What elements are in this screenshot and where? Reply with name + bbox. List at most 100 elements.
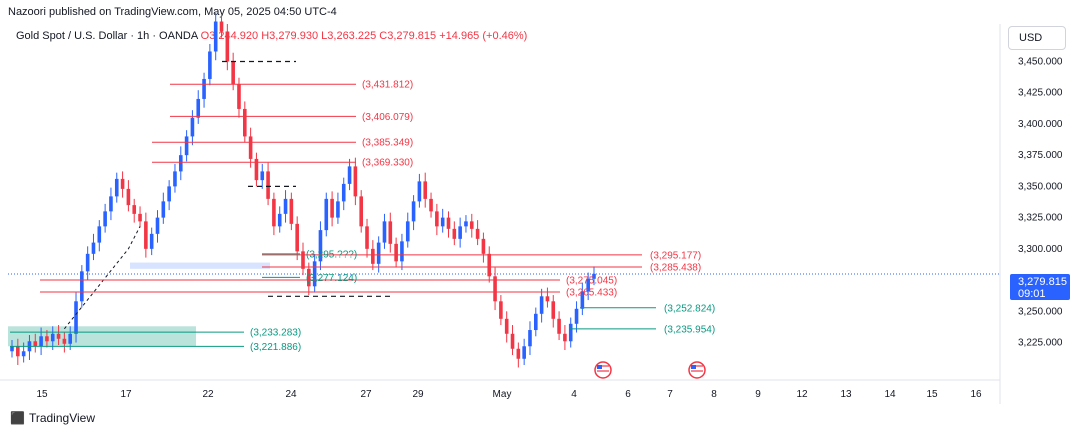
candle-body [56, 333, 61, 339]
resistance-label: (3,431.812) [362, 80, 413, 91]
candle-body [539, 296, 544, 314]
candle-body [510, 333, 515, 349]
support-label: (3,233.283) [250, 328, 301, 339]
event-flag-ring [594, 361, 612, 379]
candle-body [435, 211, 439, 227]
publisher-caption: Nazoori published on TradingView.com, Ma… [8, 6, 337, 18]
resistance-label: (3,275.045) [566, 276, 617, 287]
candle-body [446, 217, 451, 229]
candle-body [132, 205, 137, 214]
candle-body [16, 346, 20, 357]
price-tick-label: 3,400.000 [1018, 119, 1063, 130]
time-tick-label: 6 [625, 389, 631, 400]
resistance-label: (3,385.349) [362, 138, 413, 149]
candle-body [341, 183, 346, 202]
candle-body [516, 348, 521, 359]
resistance-label: (3,265.433) [566, 288, 617, 299]
candle-body [208, 51, 212, 79]
time-tick-label: 14 [884, 389, 896, 400]
candle-body [173, 171, 177, 187]
candle-body [149, 233, 154, 249]
bar-countdown: 09:01 [1018, 288, 1046, 300]
candle-body [487, 253, 492, 277]
candle-body [260, 171, 265, 181]
candle-body [504, 318, 509, 334]
event-flag-canton [597, 365, 602, 369]
low-value: L3,263.225 [321, 30, 377, 42]
time-tick-label: 16 [970, 389, 982, 400]
candle-body [452, 228, 457, 239]
event-flag-icon[interactable] [594, 361, 612, 379]
candle-body [109, 196, 113, 212]
candle-body [237, 83, 241, 109]
last-price-tag: 3,279.815 09:01 [1010, 274, 1070, 300]
candle-body [266, 171, 270, 199]
event-flags[interactable] [594, 361, 706, 379]
candle-body [347, 166, 352, 184]
time-tick-label: 17 [120, 389, 132, 400]
price-tick-label: 3,425.000 [1018, 88, 1063, 99]
currency-button[interactable]: USD [1008, 26, 1066, 50]
candle-body [464, 221, 468, 227]
candle-body [277, 213, 282, 227]
candle-body [39, 336, 43, 347]
resistance-label: (3,369.330) [362, 158, 413, 169]
time-tick-label: 4 [571, 389, 577, 400]
support-label: (3,221.886) [250, 342, 301, 353]
candle-body [62, 338, 67, 344]
candle-body [475, 228, 480, 239]
time-tick-label: 9 [755, 389, 761, 400]
candle-body [68, 333, 72, 344]
close-value: C3,279.815 [379, 30, 437, 42]
candle-body [376, 242, 381, 264]
time-tick-label: 15 [926, 389, 938, 400]
time-axis[interactable]: 15 17 22 24 27 29 May 4 6 7 8 9 12 13 14 15 16 [36, 389, 982, 400]
candle-body [295, 223, 299, 252]
candle-body [324, 198, 329, 231]
candle-body [161, 201, 166, 218]
candle-body [365, 226, 369, 249]
candle-body [144, 221, 148, 249]
candle-body [103, 211, 107, 227]
candle-body [91, 242, 96, 254]
change-value: +14.965 (+0.46%) [439, 30, 528, 42]
candle-body [213, 21, 218, 52]
candle-body [336, 201, 340, 218]
candle-body [243, 108, 247, 137]
price-tick-label: 3,225.000 [1018, 338, 1063, 349]
candle-body [74, 301, 78, 334]
candle-body [33, 341, 38, 347]
time-tick-label: 7 [667, 389, 673, 400]
event-flag-ring [688, 361, 706, 379]
resistance-label: (3,285.438) [650, 263, 701, 274]
high-value: H3,279.930 [261, 30, 319, 42]
last-price-value: 3,279.815 [1018, 276, 1067, 288]
candle-body [97, 226, 102, 243]
price-axis[interactable]: 3,450.000 3,425.000 3,400.000 3,375.000 3,35… [1018, 56, 1063, 348]
candle-body [202, 78, 206, 99]
tradingview-logo-icon: ⬛ [10, 411, 25, 425]
candle-body [528, 330, 532, 347]
candle-body [312, 261, 317, 287]
candle-body [318, 230, 323, 262]
support-label: (3,295.???) [306, 249, 357, 260]
candle-body [423, 181, 428, 199]
candle-body [586, 278, 590, 292]
time-tick-label: 12 [796, 389, 808, 400]
time-tick-label: 22 [202, 389, 214, 400]
candle-body [534, 313, 538, 331]
candle-body [417, 181, 422, 202]
levels: (3,431.812) (3,406.079) (3,385.349) (3,369.… [10, 60, 715, 353]
candle-body [568, 323, 573, 342]
candle-body [85, 253, 90, 272]
symbol-name[interactable]: Gold Spot / U.S. Dollar · 1h · OANDA [16, 30, 198, 42]
candle-body [458, 226, 462, 239]
candle-body [400, 241, 404, 262]
event-flag-icon[interactable] [688, 361, 706, 379]
candle-body [10, 346, 14, 352]
brand[interactable]: ⬛ TradingView [10, 411, 95, 425]
candle-body [388, 221, 393, 244]
time-tick-label: 29 [412, 389, 424, 400]
candle-body [167, 186, 171, 202]
